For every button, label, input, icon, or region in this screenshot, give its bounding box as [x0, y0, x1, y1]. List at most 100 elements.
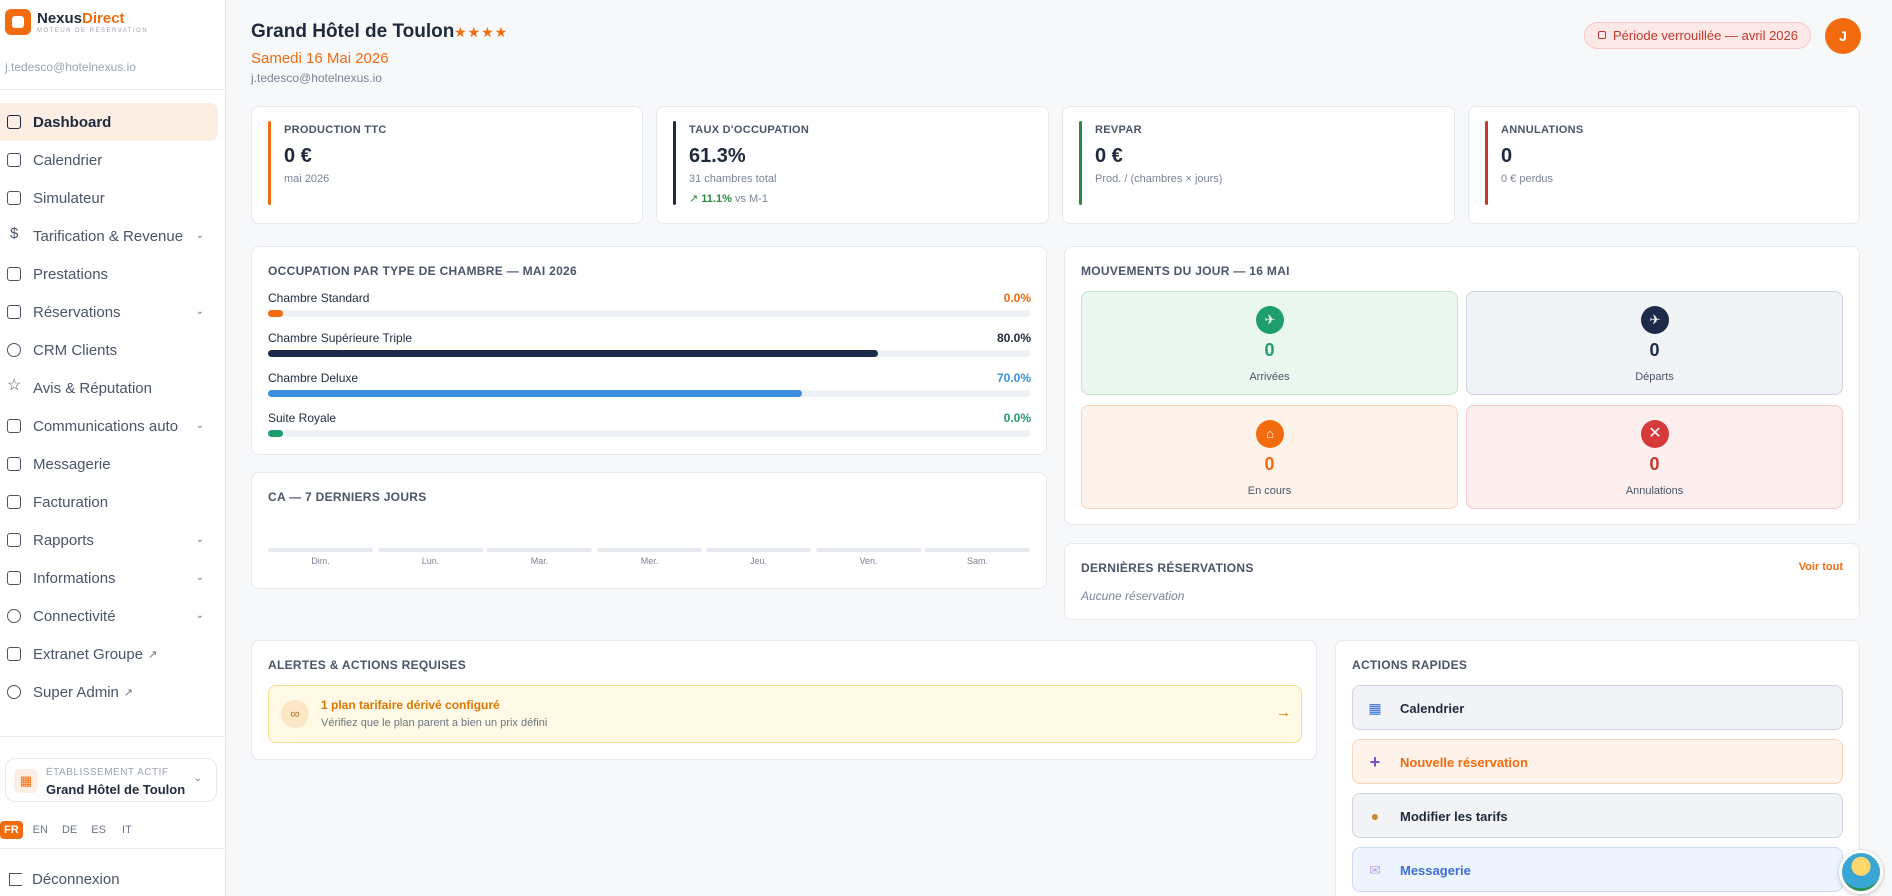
ca-day-label: Lun.: [421, 556, 440, 566]
brand-logo-icon: [5, 9, 31, 35]
quick-actions-card: ACTIONS RAPIDES ▦ Calendrier + Nouvelle …: [1335, 640, 1860, 896]
sidebar-item-communications[interactable]: Communications auto ⌄: [0, 407, 226, 445]
sidebar-item-label: Communications auto: [33, 417, 179, 435]
quick-action-calendrier[interactable]: ▦ Calendrier: [1352, 685, 1843, 730]
kpi-value: 0 €: [284, 145, 312, 167]
empty-state: Aucune réservation: [1081, 589, 1185, 603]
kpi-label: PRODUCTION TTC: [284, 124, 387, 136]
chevron-down-icon: ⌄: [195, 610, 204, 621]
sidebar-item-avis[interactable]: ☆ Avis & Réputation: [0, 369, 226, 407]
lang-it[interactable]: IT: [122, 824, 132, 836]
sidebar-item-label: Prestations: [33, 265, 109, 283]
sidebar: NexusDirect MOTEUR DE RÉSERVATION j.tede…: [0, 0, 226, 896]
sidebar-item-label: Extranet Groupe: [33, 645, 144, 663]
kpi-accent-bar: [673, 121, 676, 205]
lang-es[interactable]: ES: [91, 824, 106, 836]
link-icon: ∞: [281, 700, 309, 728]
sidebar-item-messagerie[interactable]: Messagerie: [0, 445, 226, 483]
ca-day: Mar.: [487, 548, 592, 566]
ca-bar: [487, 548, 592, 552]
kpi-trend: ↗ 11.1% vs M-1: [689, 192, 768, 205]
network-icon: [7, 609, 21, 623]
cross-icon: ✕: [1641, 420, 1669, 448]
ca-day-label: Sam.: [966, 556, 988, 566]
sidebar-item-dashboard[interactable]: Dashboard: [0, 103, 218, 141]
external-link-icon: ↗: [148, 648, 158, 661]
sidebar-item-label: Calendrier: [33, 151, 103, 169]
ca-day-label: Dim.: [311, 556, 330, 566]
quick-action-label: Messagerie: [1400, 863, 1471, 878]
ca-day-label: Jeu.: [749, 556, 767, 566]
movement-label: En cours: [1247, 485, 1292, 497]
assistant-avatar-button[interactable]: [1839, 850, 1883, 894]
kpi-sub: 0 € perdus: [1501, 173, 1553, 185]
sidebar-item-prestations[interactable]: Prestations: [0, 255, 226, 293]
kpi-card-annulations: ANNULATIONS 0 0 € perdus: [1468, 106, 1860, 224]
sidebar-item-label: Super Admin: [33, 683, 119, 701]
sidebar-item-reservations[interactable]: Réservations ⌄: [0, 293, 226, 331]
brand[interactable]: NexusDirect MOTEUR DE RÉSERVATION: [5, 9, 148, 35]
lang-fr[interactable]: FR: [0, 821, 23, 839]
sidebar-item-informations[interactable]: Informations ⌄: [0, 559, 226, 597]
ca-day: Lun.: [378, 548, 483, 566]
calculator-icon: [7, 191, 21, 205]
sidebar-item-label: Facturation: [33, 493, 109, 511]
sidebar-item-rapports[interactable]: Rapports ⌄: [0, 521, 226, 559]
ca-day: Jeu.: [706, 548, 811, 566]
establishment-label: ÉTABLISSEMENT ACTIF: [46, 767, 169, 778]
kpi-label: REVPAR: [1095, 124, 1142, 136]
kpi-label: TAUX D'OCCUPATION: [689, 124, 810, 136]
page-title: Grand Hôtel de Toulon: [251, 21, 455, 42]
occupancy-track: [268, 430, 1031, 437]
establishment-switcher[interactable]: ▦ ÉTABLISSEMENT ACTIF Grand Hôtel de Tou…: [5, 758, 217, 802]
sidebar-item-super-admin[interactable]: Super Admin ↗: [0, 673, 226, 711]
occupancy-fill: [268, 350, 879, 357]
quick-action-messagerie[interactable]: ✉ Messagerie: [1352, 847, 1843, 892]
occupancy-track: [268, 350, 1031, 357]
occupancy-row: Chambre Standard 0.0%: [268, 291, 1031, 323]
sidebar-item-tarification[interactable]: $ Tarification & Revenue ⌄: [0, 217, 226, 255]
occupancy-row: Suite Royale 0.0%: [268, 411, 1031, 443]
brand-name: NexusDirect: [37, 9, 125, 27]
alert-sub: Vérifiez que le plan parent a bien un pr…: [321, 717, 548, 729]
room-type-pct: 70.0%: [996, 371, 1031, 385]
logout-button[interactable]: Déconnexion: [9, 871, 120, 888]
divider: [0, 848, 226, 849]
movement-in-progress[interactable]: ⌂ 0 En cours: [1081, 405, 1458, 509]
movement-arrivals[interactable]: ✈ 0 Arrivées: [1081, 291, 1458, 395]
alert-item[interactable]: ∞ 1 plan tarifaire dérivé configuré Véri…: [268, 685, 1302, 743]
occupancy-card: OCCUPATION PAR TYPE DE CHAMBRE — MAI 202…: [251, 246, 1047, 455]
occupancy-row: Chambre Deluxe 70.0%: [268, 371, 1031, 403]
lang-en[interactable]: EN: [32, 824, 48, 836]
kpi-accent-bar: [1485, 121, 1488, 205]
avatar[interactable]: J: [1825, 18, 1861, 54]
quick-action-modifier-tarifs[interactable]: ● Modifier les tarifs: [1352, 793, 1843, 838]
room-type-name: Suite Royale: [268, 411, 337, 425]
sidebar-item-label: Connectivité: [33, 607, 116, 625]
sidebar-item-facturation[interactable]: Facturation: [0, 483, 226, 521]
lang-de[interactable]: DE: [61, 824, 78, 836]
view-all-link[interactable]: Voir tout: [1798, 561, 1843, 573]
ca-card: CA — 7 DERNIERS JOURS Dim. Lun. Mar. Mer…: [251, 472, 1047, 589]
sidebar-item-label: Rapports: [33, 531, 94, 549]
quick-action-nouvelle-reservation[interactable]: + Nouvelle réservation: [1352, 739, 1843, 784]
divider: [0, 736, 226, 737]
kpi-trend-text: vs M-1: [734, 193, 768, 205]
room-type-name: Chambre Deluxe: [268, 371, 359, 385]
sidebar-item-extranet[interactable]: Extranet Groupe ↗: [0, 635, 226, 673]
sidebar-item-calendrier[interactable]: Calendrier: [0, 141, 226, 179]
occupancy-fill: [268, 310, 284, 317]
alerts-title: ALERTES & ACTIONS REQUISES: [268, 658, 467, 672]
house-icon: ⌂: [1256, 420, 1284, 448]
sidebar-item-label: Dashboard: [33, 113, 112, 131]
external-link-icon: ↗: [123, 686, 134, 699]
sidebar-item-crm[interactable]: CRM Clients: [0, 331, 226, 369]
movement-departures[interactable]: ✈ 0 Départs: [1466, 291, 1843, 395]
ca-day-label: Mar.: [530, 556, 549, 566]
movement-cancellations[interactable]: ✕ 0 Annulations: [1466, 405, 1843, 509]
dollar-icon: $: [10, 225, 19, 242]
plane-departure-icon: ✈: [1641, 306, 1669, 334]
sidebar-item-simulateur[interactable]: Simulateur: [0, 179, 226, 217]
sidebar-item-connectivite[interactable]: Connectivité ⌄: [0, 597, 226, 635]
star-rating: ★★★★: [454, 24, 509, 40]
